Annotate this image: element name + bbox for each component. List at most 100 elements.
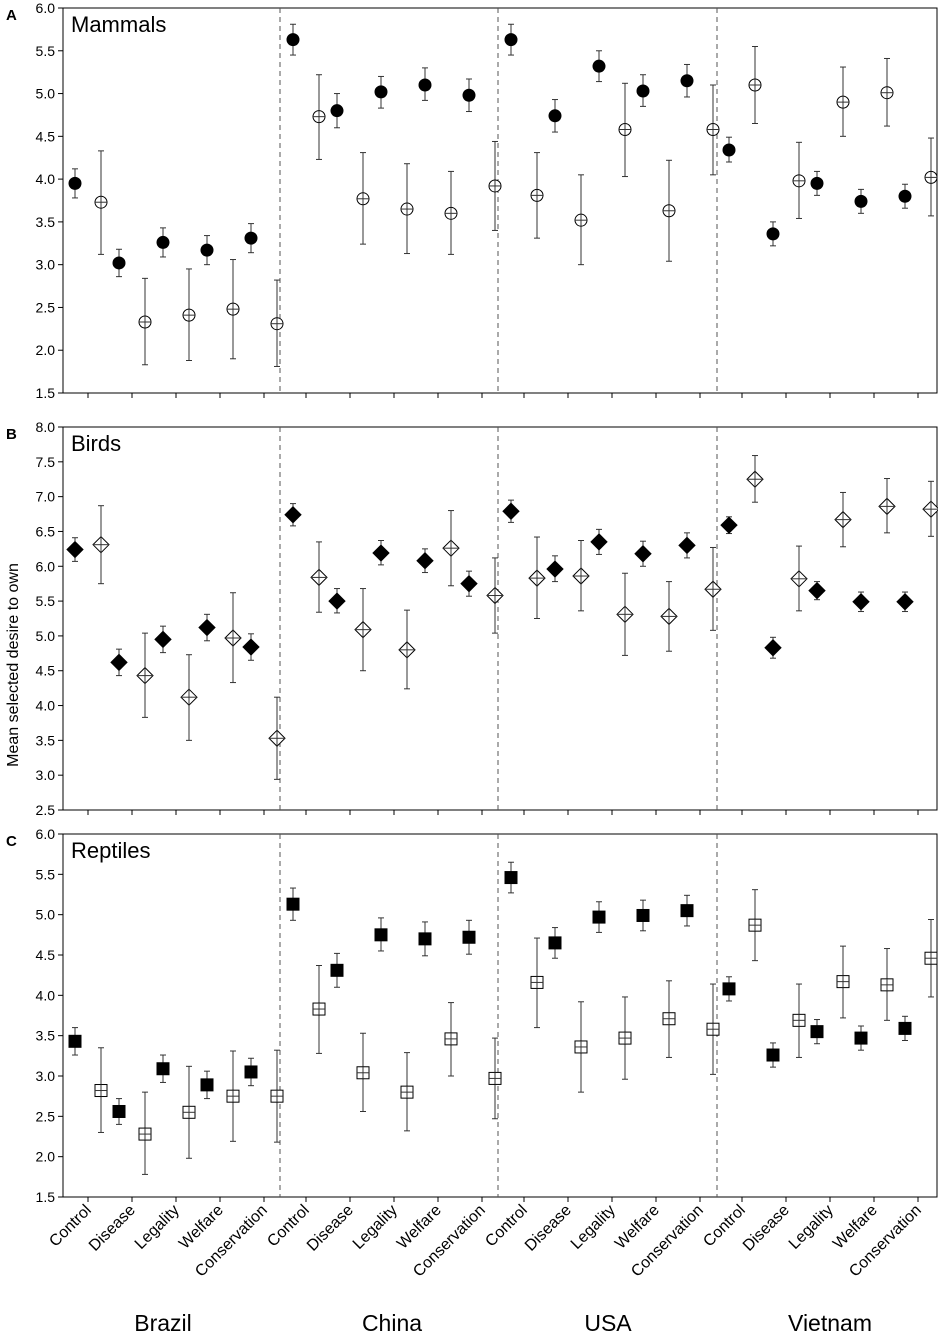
marker: [66, 540, 84, 559]
open-square-point: [748, 889, 762, 962]
y-tick-label: 2.0: [36, 1149, 56, 1165]
y-tick-label: 1.5: [36, 385, 56, 401]
marker: [764, 639, 782, 657]
marker: [418, 78, 432, 92]
marker: [286, 897, 300, 911]
marker: [722, 982, 736, 996]
filled-circle-point: [200, 235, 214, 266]
open-square-point: [138, 1091, 152, 1175]
marker: [636, 908, 650, 922]
country-label: Brazil: [134, 1310, 192, 1336]
open-circle-point: [880, 57, 894, 127]
filled-square-point: [68, 1027, 82, 1056]
filled-diamond-point: [242, 633, 260, 661]
filled-square-point: [722, 976, 736, 1002]
marker: [590, 533, 608, 551]
y-tick-label: 5.5: [36, 593, 56, 609]
y-tick-label: 3.5: [36, 214, 56, 230]
filled-circle-point: [810, 170, 824, 196]
country-label: China: [362, 1310, 422, 1336]
open-diamond-point: [354, 588, 372, 672]
filled-diamond-point: [66, 537, 84, 562]
open-square-point: [836, 945, 850, 1019]
marker: [418, 932, 432, 946]
open-circle-point: [270, 279, 284, 367]
filled-diamond-point: [896, 591, 914, 613]
filled-square-point: [374, 917, 388, 952]
filled-square-point: [418, 921, 432, 957]
marker: [720, 516, 738, 534]
filled-circle-point: [112, 248, 126, 278]
open-square-point: [792, 983, 806, 1058]
filled-circle-point: [898, 183, 912, 209]
open-circle-point: [662, 159, 676, 262]
panel-frame: [62, 426, 938, 811]
filled-square-point: [548, 927, 562, 959]
y-tick-label: 5.0: [36, 86, 56, 102]
open-circle-point: [748, 46, 762, 124]
marker: [242, 638, 260, 656]
filled-circle-point: [548, 99, 562, 133]
marker: [592, 59, 606, 73]
open-diamond-point: [746, 455, 764, 503]
filled-square-point: [810, 1019, 824, 1045]
filled-diamond-point: [328, 588, 346, 614]
y-tick-label: 5.0: [36, 628, 56, 644]
marker: [854, 1031, 868, 1045]
filled-diamond-point: [110, 648, 128, 677]
marker: [548, 936, 562, 950]
open-circle-point: [488, 140, 502, 231]
y-tick-label: 6.0: [36, 826, 56, 842]
marker: [372, 544, 390, 562]
marker: [330, 104, 344, 118]
x-category-label: Disease: [304, 1202, 357, 1255]
marker: [852, 593, 870, 611]
y-tick-label: 4.5: [36, 663, 56, 679]
marker: [112, 256, 126, 270]
marker: [678, 536, 696, 555]
y-tick-label: 2.5: [36, 299, 56, 315]
marker: [244, 1065, 258, 1079]
filled-diamond-point: [590, 528, 608, 555]
filled-diamond-point: [372, 540, 390, 566]
y-tick-label: 3.5: [36, 732, 56, 748]
filled-square-point: [286, 887, 300, 921]
marker: [808, 581, 826, 600]
filled-diamond-point: [852, 591, 870, 613]
marker: [504, 871, 518, 885]
filled-diamond-point: [634, 540, 652, 567]
marker: [462, 930, 476, 944]
open-square-point: [662, 980, 676, 1058]
marker: [330, 963, 344, 977]
open-square-point: [94, 1047, 108, 1133]
filled-circle-point: [504, 23, 518, 56]
y-tick-label: 5.5: [36, 43, 56, 59]
open-diamond-point: [224, 592, 242, 684]
marker: [374, 85, 388, 99]
marker: [462, 88, 476, 102]
filled-circle-point: [462, 78, 476, 113]
marker: [766, 227, 780, 241]
filled-square-point: [854, 1025, 868, 1051]
open-diamond-point: [572, 540, 590, 612]
marker: [416, 551, 434, 570]
y-tick-label: 5.5: [36, 866, 56, 882]
open-circle-point: [312, 74, 326, 160]
y-tick-label: 3.5: [36, 1028, 56, 1044]
open-diamond-point: [486, 557, 504, 634]
open-circle-point: [226, 259, 240, 360]
open-square-point: [356, 1032, 370, 1112]
y-tick-label: 4.5: [36, 947, 56, 963]
marker: [460, 574, 478, 593]
marker: [198, 618, 216, 637]
marker: [374, 928, 388, 942]
filled-circle-point: [330, 93, 344, 129]
y-axis-label: Mean selected desire to own: [5, 563, 22, 767]
y-tick-label: 5.0: [36, 907, 56, 923]
panel-reptiles: 1.5 2.0 2.5 3.0 3.5 4.0 4.5 5.0 5.5 6.0 C Reptiles: [6, 826, 938, 1205]
marker: [156, 1062, 170, 1076]
y-tick-label: 1.5: [36, 1189, 56, 1205]
open-circle-point: [574, 174, 588, 266]
